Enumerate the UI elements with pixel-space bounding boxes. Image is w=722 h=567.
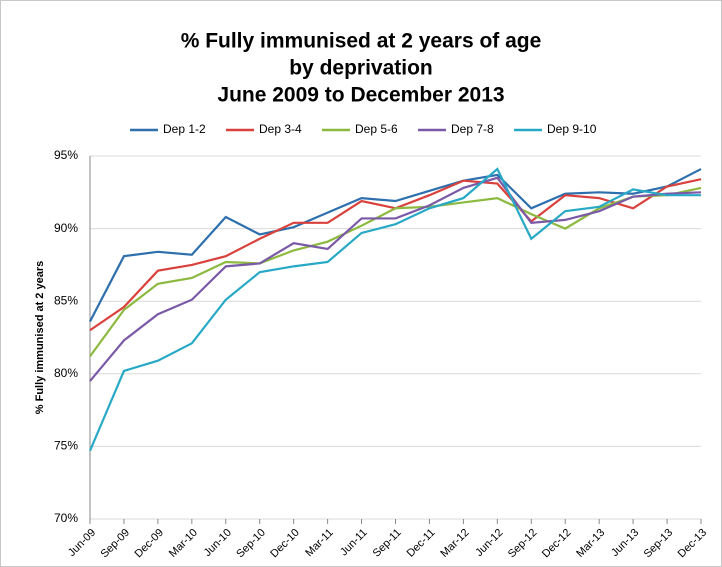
- y-axis-title: % Fully immunised at 2 years: [34, 261, 46, 414]
- series-line: [89, 186, 702, 358]
- series-line: [89, 176, 702, 382]
- y-tick-label: 80%: [54, 366, 78, 380]
- legend-label: Dep 3-4: [259, 122, 302, 136]
- legend-label: Dep 5-6: [355, 122, 398, 136]
- chart-title: June 2009 to December 2013: [217, 84, 504, 107]
- chart-title: by deprivation: [289, 57, 433, 80]
- y-tick-label: 85%: [54, 293, 78, 307]
- y-tick-label: 75%: [54, 439, 78, 453]
- legend-label: Dep 7-8: [451, 122, 494, 136]
- y-tick-label: 95%: [54, 148, 78, 162]
- series-line: [88, 167, 701, 452]
- legend-label: Dep 9-10: [547, 122, 597, 136]
- series-line: [89, 168, 702, 323]
- legend-label: Dep 1-2: [163, 122, 206, 136]
- y-tick-label: 70%: [54, 511, 78, 525]
- y-tick-label: 90%: [54, 221, 78, 235]
- chart-title: % Fully immunised at 2 years of age: [181, 30, 542, 53]
